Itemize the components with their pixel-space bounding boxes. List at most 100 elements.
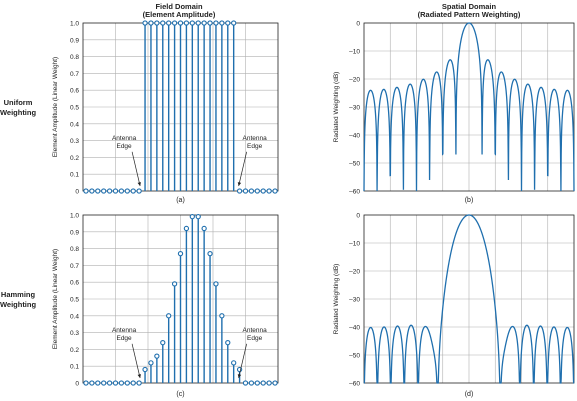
stem-marker [213,20,219,26]
y-tick-label: 0.3 [70,138,79,145]
stem-marker [266,380,272,386]
stem-marker [95,380,101,386]
y-tick-label: 0 [356,21,360,28]
stem-marker [207,250,213,257]
stem-marker [89,188,95,194]
stem-marker [142,20,148,26]
stem-marker [177,20,184,26]
stem-marker [130,380,136,386]
y-tick-label: 0.4 [70,121,79,128]
annotation-antenna-edge-line1: Antenna [243,135,268,142]
stem-marker [266,188,272,194]
y-tick-label: –30 [349,105,360,112]
stem-marker [124,188,130,194]
annotation-antenna-edge-line2: Edge [116,335,132,342]
stem-marker [189,214,195,220]
stem-marker [201,20,207,26]
row-label-hamming-line2: Weighting [0,300,36,309]
stem-marker [171,20,178,26]
stem-marker [177,250,184,257]
stem-marker [189,20,195,26]
row-label-hamming-line1: Hamming [1,290,36,299]
stem-marker [160,20,166,26]
stem-marker [136,380,142,386]
panel-b-uniform-radiated-pattern: 0 –10 –20 –30 –40 –50 –60 Radiated Weighting (d… [333,21,575,204]
header-spatial-subtitle: (Radiated Pattern Weighting) [418,10,521,19]
stem-marker [106,380,113,386]
stem-marker [219,313,225,319]
header-field-title: Field Domain [155,2,203,11]
stem-marker [242,380,249,386]
y-axis-label: Element Amplitude (Linear Weight) [52,57,59,157]
y-axis-label: Element Amplitude (Linear Weight) [52,249,59,349]
panel-d-hamming-radiated-pattern: 0 –10 –20 –30 –40 –50 –60 Radiated Weighting (d… [333,213,575,398]
annotation-antenna-edge-line1: Antenna [243,327,268,334]
annotation-antenna-edge-line2: Edge [247,143,263,150]
stem-marker [260,380,266,386]
y-tick-label: –50 [349,161,360,168]
annotation-antenna-edge-line1: Antenna [112,327,137,334]
stem-marker [83,380,89,386]
panel-caption: (c) [176,391,184,398]
radiation-pattern-line [363,22,575,192]
annotation-arrow-line [238,343,247,379]
y-tick-label: –40 [349,133,360,140]
stem-marker [118,380,125,386]
stem-marker [231,360,237,366]
stem-marker [130,188,136,194]
stem-marker [225,20,231,26]
annotation-arrow-head [237,182,242,186]
annotation-antenna-edge-line1: Antenna [112,135,137,142]
stem-marker [242,188,249,194]
y-tick-label: 0.4 [70,313,79,320]
y-tick-label: 0.9 [70,37,79,44]
y-tick-label: 0 [75,189,79,196]
y-tick-label: 0.7 [70,263,79,270]
annotation-antenna-edge-line2: Edge [247,335,263,342]
y-tick-label: 0 [75,381,79,388]
y-tick-label: 0.1 [70,364,79,371]
y-tick-label: 0.3 [70,330,79,337]
stem-marker [106,188,113,194]
stem-marker [183,225,190,232]
stem-marker [112,380,119,386]
y-tick-label: 0.2 [70,155,79,162]
y-tick-label: 0.8 [70,54,79,61]
stem-marker [101,188,107,194]
y-axis-label: Radiated Weighting (dB) [333,264,340,335]
y-tick-label: 0.1 [70,172,79,179]
stem-marker [254,380,260,386]
y-tick-label: –10 [349,241,360,248]
annotation-antenna-edge-line2: Edge [116,143,132,150]
y-tick-label: –60 [349,381,360,388]
y-tick-label: 0.2 [70,347,79,354]
header-field-subtitle: (Element Amplitude) [143,10,216,19]
stem-marker [260,188,266,194]
y-tick-label: –20 [349,269,360,276]
header-spatial-title: Spatial Domain [442,2,497,11]
y-tick-label: 0.5 [70,105,79,112]
stem-marker [89,380,95,386]
y-tick-label: 1.0 [70,21,79,28]
row-label-uniform-line1: Uniform [4,98,33,107]
y-tick-label: 0.7 [70,71,79,78]
stem-marker [183,20,190,26]
stem-marker [248,380,255,386]
annotation-arrow-line [238,151,247,187]
y-tick-label: –60 [349,189,360,196]
y-tick-label: –40 [349,325,360,332]
y-tick-label: 0.9 [70,229,79,236]
stem-marker [213,281,219,287]
stem-marker [207,20,213,26]
stem-marker [83,188,89,194]
annotation-arrow-line [131,343,141,379]
stem-marker [166,313,172,319]
stem-marker [142,366,148,373]
y-tick-label: 0.8 [70,246,79,253]
annotation-arrow-head [137,374,141,378]
y-tick-label: 0.6 [70,280,79,287]
stem-marker [154,353,160,359]
panel-caption: (a) [176,197,185,204]
stem-marker [95,188,101,194]
